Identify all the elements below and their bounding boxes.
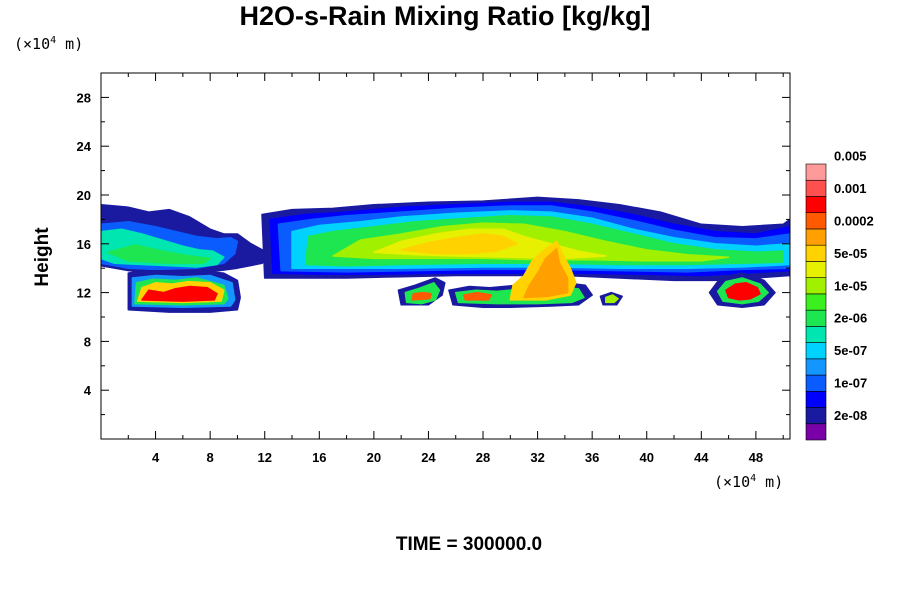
colorbar-swatch-14 — [805, 196, 827, 214]
x-tick-label: 12 — [257, 450, 271, 465]
chart-title: H2O-s-Rain Mixing Ratio [kg/kg] — [239, 1, 650, 31]
field-region-8 — [141, 285, 218, 302]
y-tick-label: 12 — [77, 286, 91, 301]
y-axis-label: Height — [32, 227, 53, 287]
colorbar-swatch-6 — [805, 326, 827, 343]
x-tick-label: 40 — [640, 450, 654, 465]
colorbar-label: 5e-07 — [834, 343, 867, 358]
y-ticks: 4 8 12 16 20 24 28 — [77, 72, 790, 416]
x-tick-label: 20 — [367, 450, 381, 465]
y-unit-suffix: m) — [56, 35, 83, 53]
x-tick-label: 24 — [421, 450, 436, 465]
colorbar-swatch-2 — [805, 390, 827, 408]
x-tick-label: 8 — [207, 450, 214, 465]
colorbar-swatch-13 — [805, 212, 827, 230]
colorbar-swatch-4 — [805, 358, 827, 376]
x-tick-label: 48 — [749, 450, 763, 465]
colorbar-label: 2e-08 — [834, 408, 867, 423]
x-tick-label: 16 — [312, 450, 326, 465]
field-region-16 — [400, 233, 518, 255]
colorbar-label: 0.005 — [834, 148, 867, 163]
colorbar-swatch-8 — [805, 293, 827, 311]
field-region-24 — [463, 291, 492, 301]
x-tick-label: 4 — [152, 450, 160, 465]
colorbar-label: 0.001 — [834, 181, 867, 196]
field-layer — [101, 196, 790, 313]
colorbar-swatch-10 — [805, 261, 827, 278]
y-tick-label: 20 — [77, 188, 91, 203]
y-tick-label: 16 — [77, 237, 91, 252]
y-unit-exponent: 4 — [50, 35, 56, 46]
colorbar-swatch-16 — [805, 163, 827, 181]
x-tick-label: 28 — [476, 450, 490, 465]
x-tick-label: 36 — [585, 450, 599, 465]
colorbar-swatch-15 — [805, 179, 827, 197]
colorbar-swatch-3 — [805, 374, 827, 392]
x-tick-label: 44 — [694, 450, 709, 465]
colorbar-swatch-9 — [805, 277, 827, 295]
x-unit-exponent: 4 — [750, 473, 756, 484]
x-unit-prefix: (×10 — [714, 473, 750, 491]
field-region-3 — [107, 244, 211, 265]
field-region-29 — [725, 282, 761, 301]
colorbar: 2e-08 1e-07 5e-07 2e-06 1e-05 5e-05 0.0002 0.00… — [805, 148, 874, 441]
colorbar-label: 2e-06 — [834, 311, 867, 326]
y-tick-label: 8 — [84, 334, 91, 349]
colorbar-label: 1e-07 — [834, 376, 867, 391]
colorbar-label: 1e-05 — [834, 278, 867, 293]
x-unit-label: (×104 m) — [714, 473, 783, 491]
y-unit-prefix: (×10 — [14, 35, 50, 53]
colorbar-label: 0.0002 — [834, 213, 874, 228]
x-unit-suffix: m) — [756, 473, 783, 491]
y-unit-label: (×104 m) — [14, 35, 83, 53]
field-region-26 — [605, 294, 619, 304]
field-region-23 — [523, 247, 569, 299]
time-label: TIME = 300000.0 — [396, 534, 542, 555]
field-region-19 — [411, 291, 432, 301]
y-tick-label: 4 — [84, 383, 92, 398]
colorbar-swatch-7 — [805, 309, 827, 327]
colorbar-swatch-11 — [805, 244, 827, 262]
colorbar-swatch-5 — [805, 342, 827, 360]
colorbar-swatch-0 — [805, 423, 827, 441]
colorbar-label: 5e-05 — [834, 246, 867, 261]
x-tick-label: 32 — [530, 450, 544, 465]
colorbar-swatch-1 — [805, 407, 827, 425]
colorbar-swatch-12 — [805, 228, 827, 246]
plot-frame — [100, 72, 791, 440]
y-tick-label: 24 — [77, 139, 92, 154]
y-tick-label: 28 — [77, 90, 91, 105]
x-ticks: 4 8 12 16 20 24 28 32 36 40 44 48 — [127, 73, 784, 465]
